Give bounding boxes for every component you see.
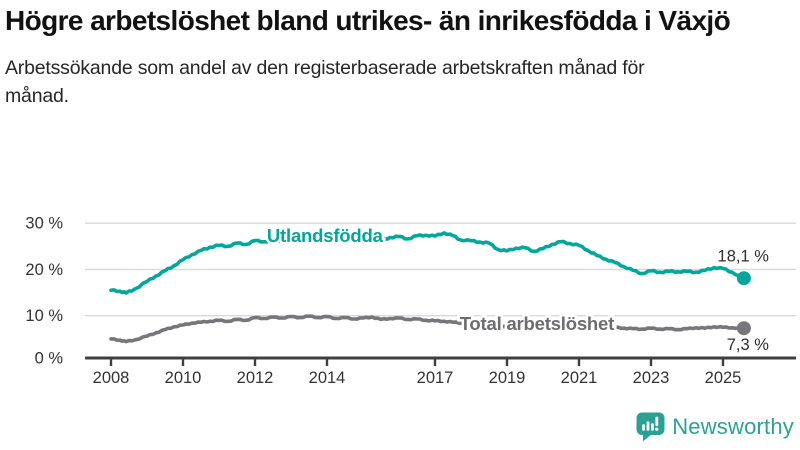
bar-chart-speech-bubble-icon	[636, 412, 665, 442]
chart-header: Högre arbetslöshet bland utrikes- än inr…	[5, 4, 798, 111]
series-label-utlandsf-dda: Utlandsfödda	[267, 225, 384, 246]
series-line-utlandsf-dda	[109, 231, 746, 295]
x-tick-label: 2021	[561, 369, 598, 387]
series-label-total-arbetsl-shet: Total arbetslöshet	[460, 313, 614, 334]
x-tick-label: 2012	[237, 369, 274, 387]
x-tick-label: 2019	[489, 369, 526, 387]
newsworthy-brand-name: Newsworthy	[672, 414, 794, 439]
end-value-label-total-arbetsl-shet: 7,3 %	[727, 336, 770, 354]
y-tick-label: 20 %	[25, 261, 63, 279]
series-line-total-arbetsl-shet	[109, 314, 746, 344]
newsworthy-logo: Newsworthy	[636, 411, 794, 443]
y-tick-label: 30 %	[25, 215, 63, 233]
end-value-label-utlandsf-dda: 18,1 %	[718, 248, 770, 266]
y-tick-label: 0 %	[35, 350, 64, 368]
x-tick-label: 2008	[93, 369, 130, 387]
x-tick-label: 2010	[165, 369, 202, 387]
x-tick-label: 2014	[309, 369, 346, 387]
x-tick-label: 2017	[417, 369, 454, 387]
chart-title: Högre arbetslöshet bland utrikes- än inr…	[5, 5, 731, 36]
chart-subtitle: Arbetssökande som andel av den registerb…	[5, 57, 645, 108]
x-tick-label: 2023	[633, 369, 670, 387]
series-end-dot-total-arbetsl-shet	[736, 321, 751, 336]
series-end-dot-utlandsf-dda	[736, 271, 751, 286]
y-tick-label: 10 %	[25, 307, 63, 325]
x-tick-label: 2025	[705, 369, 742, 387]
